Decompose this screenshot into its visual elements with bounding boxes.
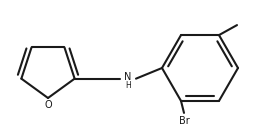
- Text: H: H: [125, 81, 131, 90]
- Text: O: O: [44, 100, 52, 110]
- Text: N: N: [124, 72, 132, 82]
- Text: Br: Br: [179, 116, 189, 126]
